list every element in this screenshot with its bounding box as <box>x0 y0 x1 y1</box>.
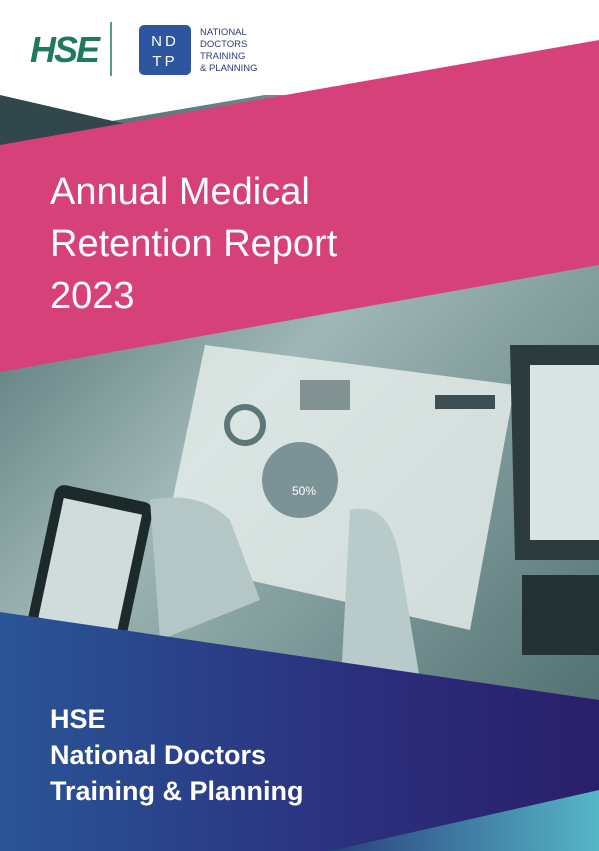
title-line: Retention Report <box>50 223 338 265</box>
ndtp-name-line: NATIONAL <box>200 27 247 38</box>
ndtp-name-line: TRAINING <box>200 51 245 62</box>
ndtp-badge-text: ND <box>151 33 179 50</box>
footer-accent <box>330 790 599 851</box>
ndtp-name-line: & PLANNING <box>200 63 258 74</box>
title-line: 2023 <box>50 275 135 317</box>
footer: HSE National Doctors Training & Planning <box>50 704 304 806</box>
ndtp-badge <box>139 25 191 75</box>
photo-label: 50% <box>292 484 316 498</box>
hse-logo: HSE <box>30 29 101 70</box>
title-line: Annual Medical <box>50 171 310 213</box>
footer-line: Training & Planning <box>50 776 304 806</box>
ndtp-name: NATIONAL DOCTORS TRAINING & PLANNING <box>200 27 258 74</box>
title: Annual Medical Retention Report 2023 <box>50 171 338 317</box>
footer-line: HSE <box>50 704 106 734</box>
ndtp-badge-text: TP <box>152 53 177 70</box>
footer-band <box>0 612 599 851</box>
footer-line: National Doctors <box>50 740 266 770</box>
ndtp-name-line: DOCTORS <box>200 39 247 50</box>
title-band <box>0 40 599 372</box>
dark-triangle <box>0 95 130 145</box>
photo-details: 50% <box>27 345 599 700</box>
